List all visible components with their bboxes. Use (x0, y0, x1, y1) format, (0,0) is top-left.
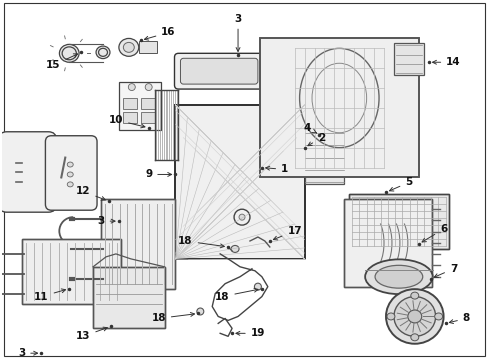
Text: 18: 18 (214, 288, 258, 302)
Text: 17: 17 (273, 226, 301, 240)
Text: 8: 8 (448, 314, 469, 324)
Text: 14: 14 (432, 57, 460, 67)
Bar (93, 267, 164, 328)
Bar (393, 44, 423, 75)
Text: 11: 11 (34, 289, 65, 302)
Ellipse shape (393, 297, 435, 336)
Bar (101, 199, 175, 289)
Text: 12: 12 (76, 186, 105, 200)
Text: 7: 7 (433, 264, 456, 278)
Bar (21, 239, 121, 303)
Bar (259, 39, 418, 177)
Ellipse shape (239, 214, 244, 220)
Ellipse shape (386, 313, 394, 320)
Bar (344, 199, 431, 287)
Bar (141, 112, 154, 123)
Bar (344, 199, 431, 287)
Text: 3: 3 (18, 348, 38, 358)
Bar (175, 105, 304, 259)
Text: 2: 2 (307, 133, 325, 146)
Ellipse shape (197, 308, 203, 315)
FancyBboxPatch shape (174, 53, 264, 89)
Ellipse shape (67, 162, 73, 167)
Bar (93, 267, 164, 328)
FancyBboxPatch shape (180, 58, 257, 84)
Ellipse shape (99, 48, 107, 57)
Bar (122, 112, 137, 123)
Text: 5: 5 (389, 177, 411, 191)
Text: 18: 18 (178, 236, 224, 248)
FancyBboxPatch shape (0, 132, 56, 212)
Text: 18: 18 (151, 312, 194, 323)
Ellipse shape (374, 265, 422, 288)
Text: 4: 4 (303, 123, 316, 133)
Ellipse shape (62, 47, 76, 60)
Ellipse shape (96, 46, 110, 59)
Text: 3: 3 (97, 216, 115, 226)
FancyBboxPatch shape (45, 136, 97, 210)
Bar (348, 194, 447, 249)
Text: 9: 9 (145, 170, 171, 180)
Ellipse shape (385, 289, 443, 344)
Text: 15: 15 (46, 54, 78, 70)
Ellipse shape (434, 313, 442, 320)
Ellipse shape (365, 259, 432, 294)
Bar (21, 239, 121, 303)
Bar (348, 194, 447, 249)
Text: 1: 1 (265, 165, 288, 175)
Text: 3: 3 (234, 14, 241, 51)
Text: 10: 10 (108, 115, 144, 128)
Bar (141, 98, 154, 109)
Bar (139, 41, 156, 53)
Ellipse shape (410, 292, 418, 299)
Ellipse shape (254, 283, 261, 290)
Ellipse shape (60, 44, 79, 62)
Bar (304, 130, 344, 184)
Ellipse shape (123, 42, 134, 52)
Text: 6: 6 (421, 224, 447, 242)
Bar (122, 98, 137, 109)
Ellipse shape (67, 172, 73, 177)
Bar (259, 39, 418, 177)
Text: 16: 16 (144, 27, 175, 40)
Ellipse shape (128, 84, 135, 91)
Ellipse shape (231, 246, 239, 252)
Ellipse shape (67, 182, 73, 187)
Ellipse shape (119, 39, 139, 56)
Ellipse shape (145, 84, 152, 91)
Text: 13: 13 (76, 327, 107, 341)
Ellipse shape (234, 209, 249, 225)
Bar (119, 82, 160, 130)
Bar (101, 199, 175, 289)
Ellipse shape (407, 310, 421, 323)
Bar (175, 105, 304, 259)
Text: 19: 19 (236, 328, 264, 338)
Ellipse shape (410, 334, 418, 341)
